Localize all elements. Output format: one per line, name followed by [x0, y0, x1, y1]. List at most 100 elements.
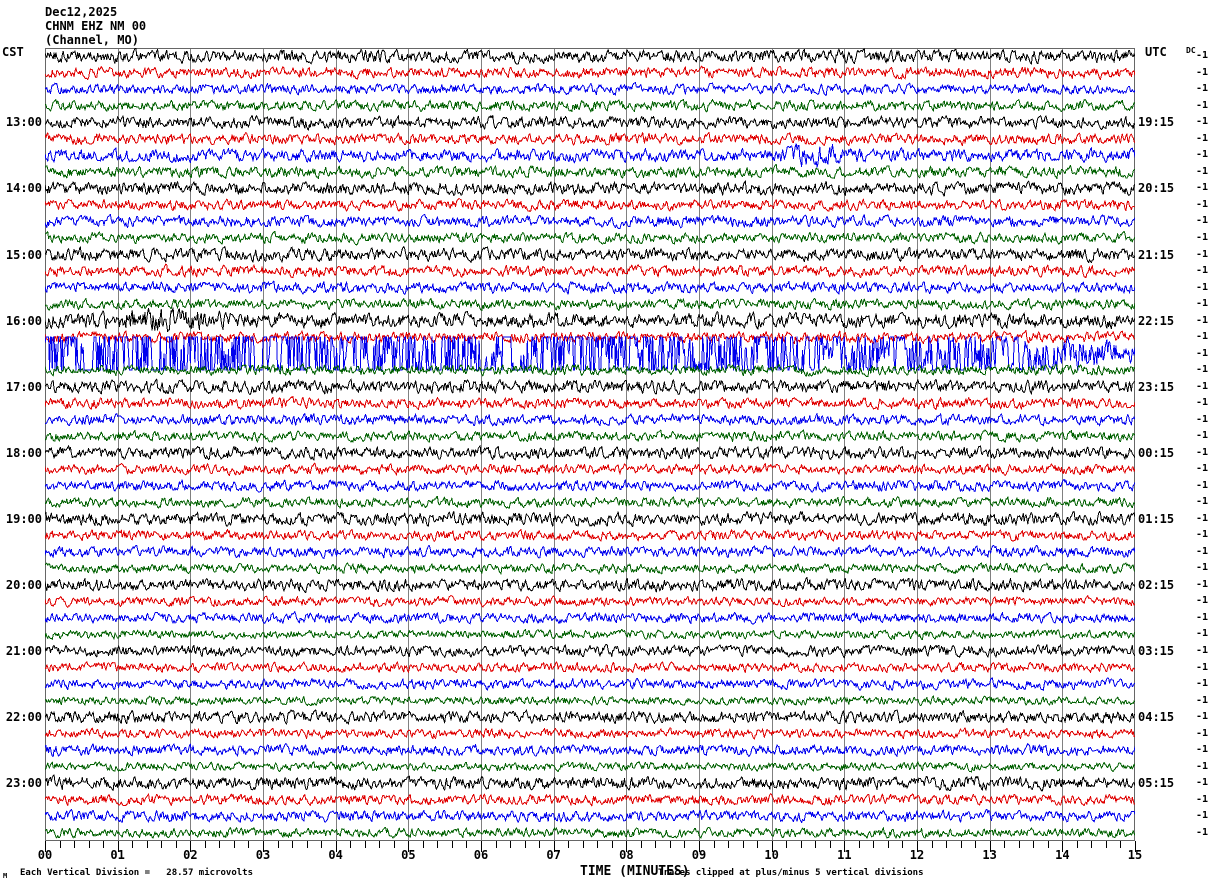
- cst-tick-label: 18:00: [5, 445, 42, 460]
- seismic-trace: [45, 628, 1135, 641]
- x-tick-label: 08: [619, 848, 634, 862]
- seismic-trace: [45, 577, 1135, 594]
- dc-value: -1: [1195, 231, 1208, 243]
- seismic-trace: [45, 562, 1135, 575]
- seismic-trace: [45, 510, 1135, 528]
- seismic-trace: [45, 297, 1135, 312]
- seismic-trace: [45, 661, 1135, 674]
- seismic-trace: [45, 462, 1135, 476]
- plot-background: [45, 48, 1135, 841]
- x-tick-label: 06: [473, 848, 489, 862]
- header-network-location: (Channel, MO): [45, 33, 139, 47]
- seismic-trace: [45, 727, 1135, 740]
- x-tick-label: 07: [546, 848, 561, 862]
- dc-value: -1: [1195, 430, 1208, 442]
- dc-value: -1: [1195, 727, 1208, 739]
- seismic-trace: [45, 793, 1135, 807]
- dc-column-header: DC: [1186, 46, 1196, 55]
- cst-tick-label: 19:00: [5, 511, 42, 526]
- dc-value: -1: [1195, 66, 1208, 78]
- cst-tick-label: 15:00: [5, 247, 42, 262]
- dc-value: -1: [1195, 711, 1208, 723]
- dc-value: -1: [1195, 99, 1208, 111]
- dc-value: -1: [1195, 132, 1208, 144]
- utc-tick-label: 23:15: [1138, 379, 1175, 394]
- dc-value: -1: [1195, 645, 1208, 656]
- seismic-trace: [45, 709, 1135, 725]
- utc-tick-label: 01:15: [1138, 511, 1175, 526]
- seismic-trace: [45, 827, 1135, 839]
- seismic-trace: [45, 643, 1135, 659]
- dc-value: -1: [1195, 281, 1208, 293]
- seismic-trace: [45, 445, 1135, 461]
- x-axis-title: TIME (MINUTES): [580, 864, 690, 879]
- dc-value: -1: [1195, 248, 1208, 260]
- dc-value: -1: [1195, 198, 1208, 210]
- x-tick-label: 10: [764, 848, 779, 862]
- dc-value: -1: [1195, 380, 1208, 392]
- seismic-trace: [45, 413, 1135, 427]
- dc-value: -1: [1195, 298, 1208, 310]
- cst-tick-label: 23:00: [5, 776, 42, 791]
- x-tick-label: 02: [183, 848, 198, 862]
- corner-marker: M: [3, 872, 8, 880]
- seismic-trace: [45, 65, 1135, 81]
- x-tick-label: 15: [1127, 848, 1143, 862]
- utc-tick-label: 04:15: [1138, 710, 1175, 725]
- dc-value: -1: [1195, 479, 1208, 491]
- dc-value: -1: [1195, 562, 1208, 574]
- seismic-trace: [45, 695, 1135, 706]
- seismic-trace: [45, 677, 1135, 691]
- x-tick-label: 00: [37, 848, 53, 862]
- utc-tick-label: 03:15: [1138, 644, 1175, 658]
- seismic-trace: [45, 143, 1135, 168]
- dc-value: -1: [1195, 694, 1208, 706]
- header-date: Dec12,2025: [45, 5, 118, 19]
- seismic-trace: [45, 429, 1135, 443]
- x-tick-label: 04: [328, 848, 343, 862]
- seismic-trace: [45, 544, 1135, 559]
- cst-tick-label: 14:00: [5, 181, 42, 196]
- helicorder-plot[interactable]: [45, 48, 1135, 841]
- utc-tick-label: 02:15: [1138, 577, 1175, 592]
- dc-value: -1: [1195, 529, 1208, 541]
- utc-tick-label: 21:15: [1138, 247, 1175, 262]
- dc-value: -1: [1195, 611, 1208, 623]
- seismic-trace: [45, 132, 1135, 147]
- seismic-trace: [45, 114, 1135, 131]
- seismic-trace: [45, 197, 1135, 213]
- utc-tick-label: 00:15: [1138, 445, 1175, 460]
- utc-tick-label: 05:15: [1138, 776, 1175, 791]
- seismic-trace: [45, 528, 1135, 542]
- dc-value: -1: [1195, 446, 1208, 458]
- seismic-trace: [45, 808, 1135, 824]
- dc-value: -1: [1195, 512, 1208, 524]
- utc-tick-label: 20:15: [1138, 181, 1175, 196]
- seismic-trace: [45, 611, 1135, 625]
- dc-value: -1: [1195, 826, 1208, 838]
- dc-value: -1: [1195, 744, 1208, 756]
- seismic-trace: [45, 363, 1135, 378]
- x-tick-label: 11: [837, 848, 852, 862]
- seismic-trace: [45, 774, 1135, 792]
- dc-value: -1: [1195, 760, 1208, 772]
- seismic-trace: [45, 761, 1135, 773]
- dc-value: -1: [1195, 83, 1208, 95]
- seismic-trace: [45, 395, 1135, 411]
- x-tick-label: 05: [401, 848, 416, 862]
- x-tick-label: 12: [909, 848, 925, 862]
- seismic-trace: [45, 246, 1135, 264]
- dc-value: -1: [1195, 182, 1208, 194]
- utc-tick-label: 19:15: [1138, 115, 1175, 130]
- x-tick-label: 09: [691, 848, 707, 862]
- dc-value: -1: [1195, 397, 1208, 409]
- seismic-trace: [45, 180, 1135, 197]
- seismic-trace: [45, 48, 1135, 65]
- dc-value: -1: [1195, 628, 1208, 640]
- dc-value: -1: [1195, 116, 1208, 128]
- dc-value: -1: [1195, 463, 1208, 475]
- vertical-gridlines: [118, 48, 1063, 841]
- seismic-trace: [45, 163, 1135, 180]
- cst-tick-label: 16:00: [5, 313, 42, 328]
